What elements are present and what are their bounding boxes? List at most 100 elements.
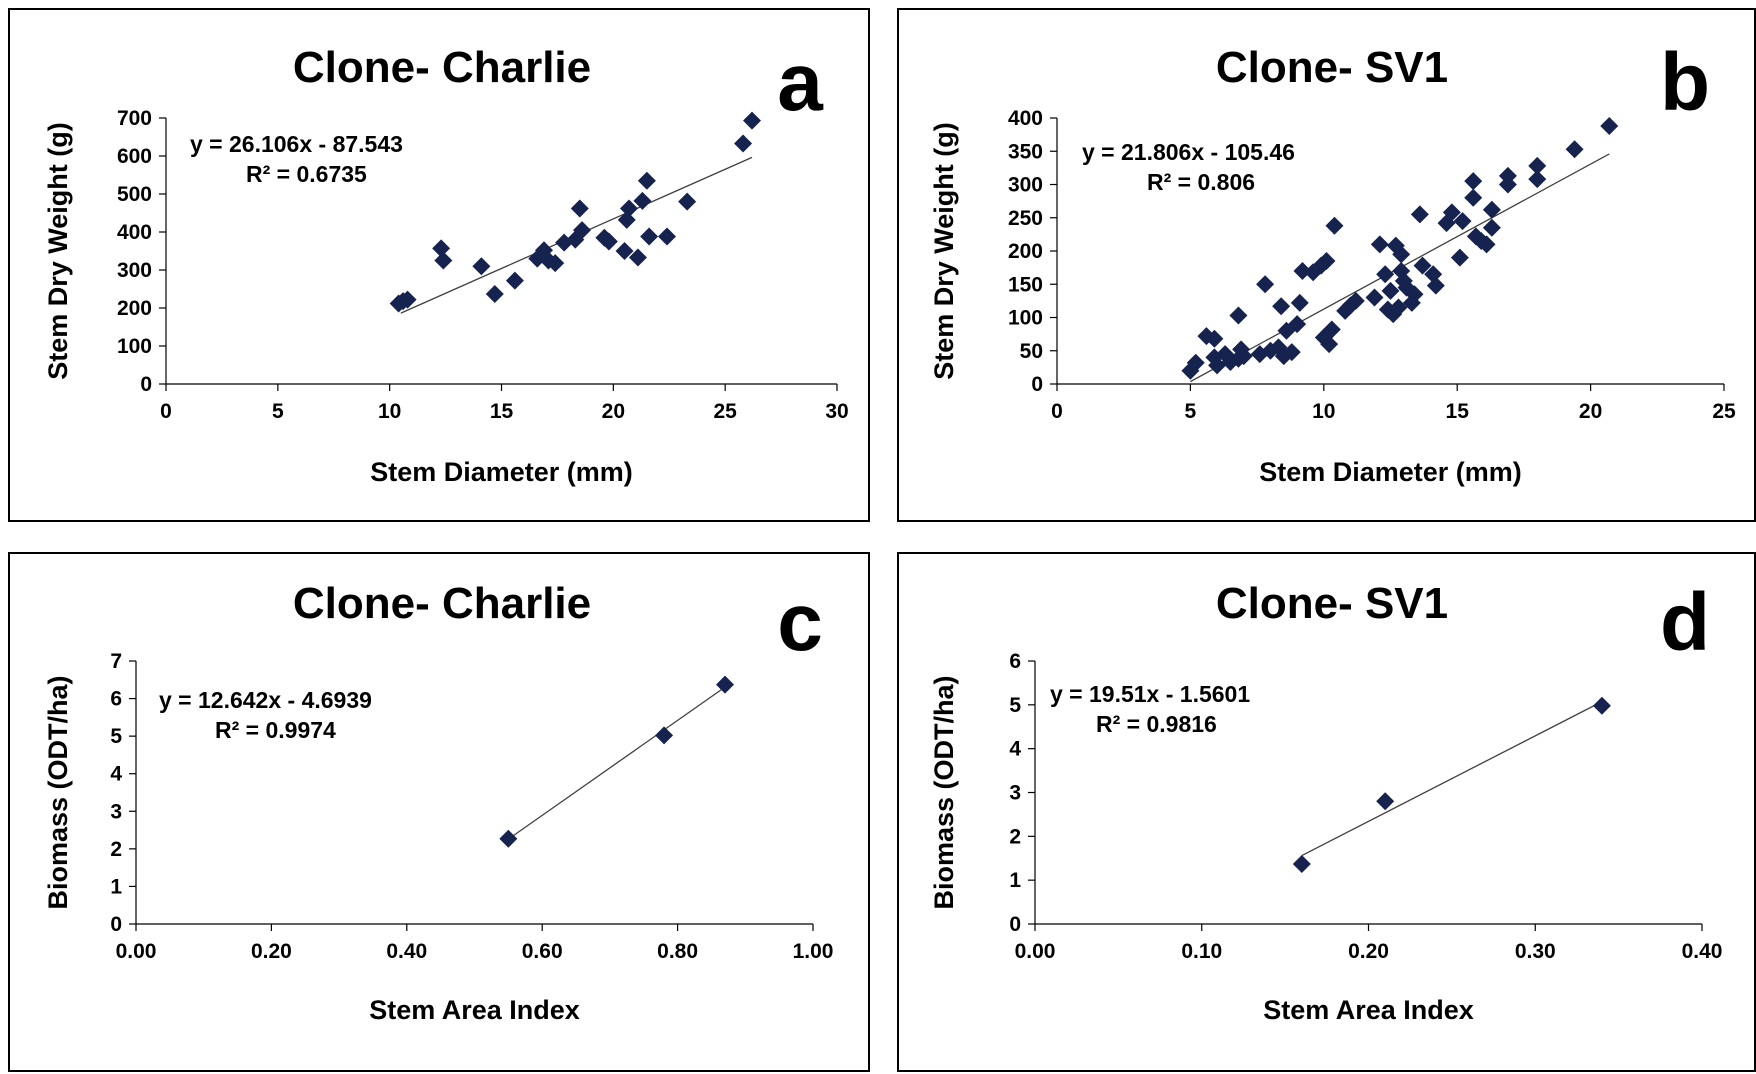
trend-r2: R² = 0.806 <box>1147 169 1255 195</box>
data-point <box>1181 361 1200 380</box>
x-tick-label: 0 <box>1051 400 1063 423</box>
data-point <box>570 199 589 218</box>
x-axis-label: Stem Area Index <box>1263 995 1474 1025</box>
y-tick-label: 4 <box>110 763 122 786</box>
y-tick-label: 2 <box>1009 825 1021 848</box>
y-tick-label: 200 <box>117 297 152 320</box>
data-point <box>1482 218 1501 237</box>
data-point <box>1293 261 1312 280</box>
y-tick-label: 350 <box>1008 140 1043 163</box>
y-tick-label: 5 <box>1009 694 1021 717</box>
y-tick-label: 0 <box>110 913 122 936</box>
data-point <box>472 257 491 276</box>
data-point <box>499 829 518 848</box>
data-point <box>1229 306 1248 325</box>
data-point <box>1426 276 1445 295</box>
data-point <box>1453 212 1472 231</box>
x-tick-label: 0.00 <box>116 940 157 963</box>
y-tick-label: 1 <box>1009 869 1021 892</box>
data-point <box>505 271 524 290</box>
x-tick-label: 0.60 <box>522 940 563 963</box>
x-tick-label: 0.80 <box>657 940 698 963</box>
chart-title: Clone- SV1 <box>1216 43 1448 92</box>
y-tick-label: 700 <box>117 107 152 130</box>
data-point <box>1413 256 1432 275</box>
data-point <box>1464 172 1483 191</box>
y-tick-label: 0 <box>1009 913 1021 936</box>
trendline <box>1301 701 1603 857</box>
x-tick-label: 5 <box>272 400 284 423</box>
data-point <box>1376 792 1395 811</box>
trendline <box>507 686 726 840</box>
data-point <box>1392 245 1411 264</box>
y-tick-label: 500 <box>117 183 152 206</box>
x-tick-label: 25 <box>713 400 737 423</box>
data-point <box>1370 235 1389 254</box>
chart-panel-b: Clone- SV1 b 0 50 100 150 200 250 300 350 400 0 5 10 1… <box>897 8 1756 522</box>
data-point <box>1232 340 1251 359</box>
panel-letter: a <box>777 37 824 128</box>
data-point <box>1437 214 1456 233</box>
data-point <box>1477 235 1496 254</box>
chart-panel-a: Clone- Charlie a 0 100 200 300 400 500 600 700 0 5 1… <box>8 8 870 522</box>
data-point <box>678 192 697 211</box>
x-tick-label: 10 <box>378 400 401 423</box>
data-point <box>1272 297 1291 316</box>
data-point <box>1528 170 1547 189</box>
data-point <box>743 111 762 130</box>
data-point <box>658 227 677 246</box>
data-point <box>1498 175 1517 194</box>
y-tick-label: 3 <box>1009 782 1021 805</box>
trend-r2: R² = 0.9816 <box>1096 711 1217 737</box>
data-point <box>1376 265 1395 284</box>
data-point <box>599 232 618 251</box>
y-tick-label: 0 <box>140 373 152 396</box>
data-point <box>1221 353 1240 372</box>
x-tick-label: 30 <box>825 400 848 423</box>
panel-letter: c <box>777 577 823 668</box>
y-tick-label: 4 <box>1009 738 1021 761</box>
y-tick-label: 1 <box>110 875 122 898</box>
data-point <box>1234 347 1253 366</box>
panel-letter: d <box>1660 577 1710 668</box>
y-tick-label: 5 <box>110 725 122 748</box>
data-point <box>1378 300 1397 319</box>
data-point <box>1381 281 1400 300</box>
chart-title: Clone- Charlie <box>293 43 591 92</box>
data-point <box>1336 301 1355 320</box>
data-point <box>1205 329 1224 348</box>
y-tick-label: 300 <box>117 259 152 282</box>
chart-title: Clone- Charlie <box>293 579 591 628</box>
data-point <box>633 191 652 210</box>
data-point <box>1389 298 1408 317</box>
data-point <box>573 221 592 240</box>
x-tick-label: 10 <box>1312 400 1335 423</box>
data-point <box>434 251 453 270</box>
data-point <box>655 726 674 745</box>
y-tick-label: 6 <box>1009 650 1021 673</box>
y-tick-label: 50 <box>1020 340 1043 363</box>
y-axis-label: Stem Dry Weight (g) <box>929 122 959 380</box>
y-tick-label: 300 <box>1008 174 1043 197</box>
x-tick-label: 1.00 <box>793 940 834 963</box>
data-point <box>1282 343 1301 362</box>
trend-equation: y = 26.106x - 87.543 <box>190 131 403 157</box>
data-point <box>1317 251 1336 270</box>
trend-equation: y = 19.51x - 1.5601 <box>1050 681 1250 707</box>
data-point <box>546 254 565 273</box>
x-tick-label: 0.20 <box>251 940 292 963</box>
data-point <box>485 284 504 303</box>
x-axis-label: Stem Diameter (mm) <box>1259 457 1522 487</box>
data-point <box>432 239 451 258</box>
data-point <box>640 227 659 246</box>
y-tick-label: 100 <box>117 335 152 358</box>
chart-panel-d: Clone- SV1 d 0 1 2 3 4 5 6 0.00 0.10 0.20 0.30 0.40 St… <box>897 552 1756 1072</box>
data-point <box>1365 288 1384 307</box>
y-tick-label: 100 <box>1008 307 1043 330</box>
data-point <box>1250 345 1269 364</box>
data-point <box>398 290 417 309</box>
data-point <box>734 134 753 153</box>
y-tick-label: 150 <box>1008 273 1043 296</box>
x-tick-label: 0.40 <box>386 940 427 963</box>
y-tick-label: 0 <box>1031 373 1043 396</box>
